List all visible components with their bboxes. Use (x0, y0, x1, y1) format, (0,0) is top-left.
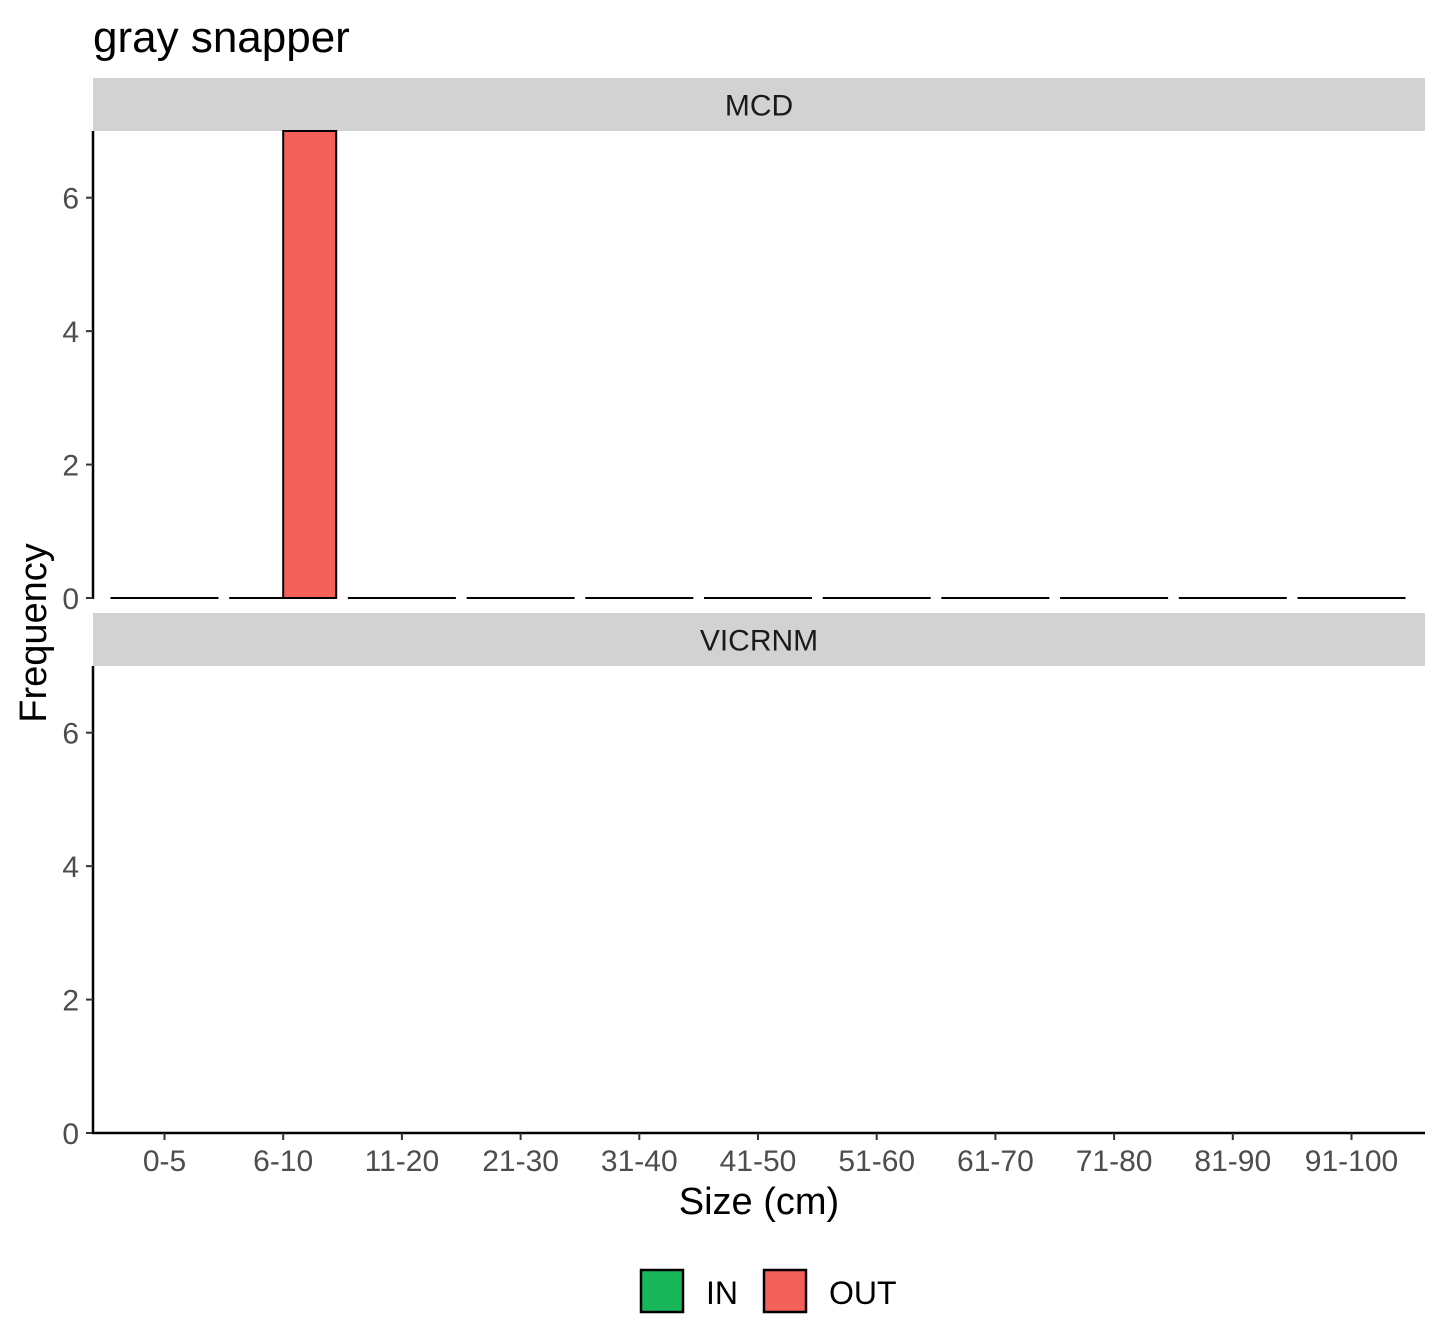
facet-panels: MCD 0 2 4 6 VICRNM 0 2 4 6 (62, 78, 1425, 1151)
x-tick-label: 0-5 (143, 1145, 186, 1178)
legend-swatch (762, 1268, 808, 1314)
x-tick-label: 61-70 (957, 1145, 1034, 1178)
y-tick-label: 4 (62, 316, 79, 349)
facet-strip (93, 613, 1425, 666)
legend-label: OUT (829, 1275, 897, 1311)
x-tick-label: 81-90 (1194, 1145, 1271, 1178)
legend-swatch (639, 1268, 685, 1314)
chart-title: gray snapper (93, 13, 350, 62)
x-tick-label: 91-100 (1305, 1145, 1398, 1178)
y-tick-label: 2 (62, 450, 79, 483)
x-tick-label: 6-10 (253, 1145, 313, 1178)
facet-panel: MCD 0 2 4 6 (62, 78, 1425, 616)
x-tick-label: 11-20 (365, 1145, 440, 1178)
y-tick-label: 0 (62, 583, 79, 616)
facet-panel: VICRNM 0 2 4 6 (62, 613, 1425, 1151)
facet-strip-label: MCD (725, 90, 793, 123)
x-axis: 0-5 6-10 11-20 21-30 31-40 41-50 51-60 61-70 71-… (143, 1133, 1398, 1178)
legend-item-out: OUT (762, 1268, 897, 1314)
facet-strip (93, 78, 1425, 131)
y-axis-title: Frequency (13, 543, 55, 723)
x-tick-label: 41-50 (720, 1145, 797, 1178)
y-tick-label: 2 (62, 985, 79, 1018)
facet-strip-label: VICRNM (700, 625, 818, 658)
y-tick-label: 6 (62, 718, 79, 751)
x-tick-label: 21-30 (482, 1145, 559, 1178)
bar-out (282, 130, 338, 599)
x-axis-title: Size (cm) (679, 1181, 839, 1223)
legend: IN OUT (639, 1268, 897, 1314)
y-tick-label: 4 (62, 851, 79, 884)
x-tick-label: 31-40 (601, 1145, 678, 1178)
y-tick-label: 0 (62, 1118, 79, 1151)
y-tick-label: 6 (62, 183, 79, 216)
x-tick-label: 51-60 (838, 1145, 915, 1178)
legend-label: IN (706, 1275, 738, 1311)
legend-item-in: IN (639, 1268, 738, 1314)
x-tick-label: 71-80 (1076, 1145, 1153, 1178)
